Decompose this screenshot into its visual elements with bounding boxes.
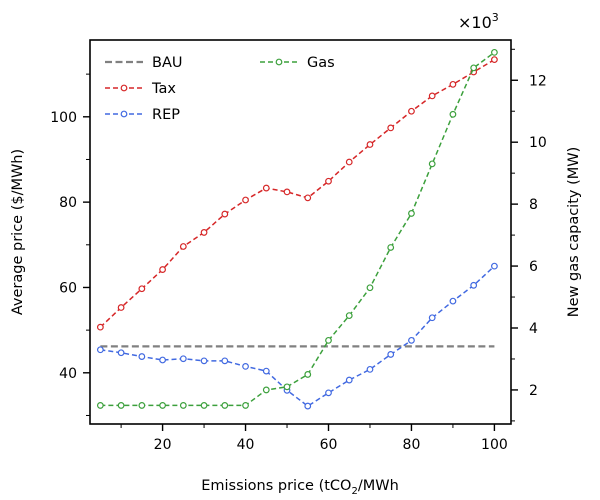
series-rep-point xyxy=(262,367,270,375)
series-tax-point xyxy=(387,124,395,132)
series-rep-line xyxy=(100,265,495,407)
series-gas-line xyxy=(100,51,495,407)
x-tick-label: 20 xyxy=(154,437,172,453)
legend-marker-rep xyxy=(120,110,128,118)
series-tax-point xyxy=(159,266,166,273)
series-gas-point xyxy=(470,64,478,72)
y-right-tick-label: 4 xyxy=(529,321,538,337)
series-rep-point xyxy=(200,357,208,365)
series-tax xyxy=(96,56,498,331)
y-left-tick-label: 100 xyxy=(50,110,77,126)
legend-marker-gas xyxy=(275,58,283,66)
series-rep xyxy=(96,262,498,410)
series-gas-point xyxy=(325,336,332,344)
legend: BAU Tax REP Gas xyxy=(105,55,335,123)
legend-item-gas: Gas xyxy=(260,55,335,71)
series-rep-point xyxy=(449,297,457,305)
series-tax-point xyxy=(96,323,104,331)
y-right-tick-label: 8 xyxy=(529,197,538,213)
legend-item-tax: Tax xyxy=(105,81,176,97)
series-tax-point xyxy=(242,196,249,204)
series-gas-point xyxy=(304,371,312,378)
series-gas-point xyxy=(345,312,353,320)
series-tax-point xyxy=(138,285,146,293)
series-gas-point xyxy=(96,402,104,409)
series-tax-point xyxy=(449,80,457,88)
y-right-tick-label: 10 xyxy=(529,135,547,151)
series-rep-point xyxy=(345,376,353,384)
series-rep-point xyxy=(242,363,249,370)
right-axis-multiplier: ×103 xyxy=(458,11,499,32)
series-tax-point xyxy=(304,194,312,202)
y-right-tick-label: 6 xyxy=(529,259,538,275)
series-rep-point xyxy=(96,346,104,354)
series-layer xyxy=(96,48,498,410)
series-gas-point xyxy=(387,244,395,251)
x-tick-label: 100 xyxy=(481,437,508,453)
series-rep-point xyxy=(221,357,229,365)
series-tax-point xyxy=(428,92,436,100)
legend-label-gas: Gas xyxy=(307,55,335,71)
series-rep-point xyxy=(428,314,436,322)
y-left-tick-label: 40 xyxy=(59,366,77,382)
series-tax-point xyxy=(408,107,415,115)
series-rep-point xyxy=(491,262,498,270)
series-gas-point xyxy=(242,402,249,409)
series-rep-point xyxy=(304,402,312,410)
series-gas-point xyxy=(408,210,415,217)
y-left-tick-label: 60 xyxy=(59,280,77,296)
legend-label-bau: BAU xyxy=(152,55,182,71)
series-rep-point xyxy=(470,281,478,289)
series-tax-point xyxy=(325,177,332,185)
axes-layer: 20 40 60 80 100 40 60 80 100 2 4 6 8 10 12 xyxy=(50,48,547,453)
series-gas-point xyxy=(449,110,457,118)
series-gas xyxy=(96,48,498,409)
series-rep-point xyxy=(138,353,146,360)
series-tax-point xyxy=(179,243,187,250)
series-gas-point xyxy=(283,383,291,391)
legend-label-tax: Tax xyxy=(151,81,176,97)
series-tax-point xyxy=(283,188,291,196)
series-rep-point xyxy=(179,355,187,363)
series-tax-point xyxy=(221,210,229,218)
series-tax-line xyxy=(99,58,495,328)
series-rep-point xyxy=(366,365,374,373)
x-axis-label: Emissions price (tCO2/MWh xyxy=(201,478,399,497)
series-rep-point xyxy=(159,356,166,364)
legend-marker-tax xyxy=(120,84,128,92)
series-gas-point xyxy=(428,160,436,168)
x-tick-label: 60 xyxy=(320,437,338,453)
y-axis-left-label: Average price ($/MWh) xyxy=(10,149,26,315)
series-rep-point xyxy=(408,336,415,344)
series-gas-point xyxy=(262,386,270,394)
y-left-tick-label: 80 xyxy=(59,195,77,211)
series-gas-point xyxy=(200,402,208,409)
series-gas-point xyxy=(179,402,187,409)
y-axis-right-label: New gas capacity (MW) xyxy=(566,147,582,317)
legend-item-bau: BAU xyxy=(105,55,182,71)
series-gas-point xyxy=(138,402,146,409)
series-tax-point xyxy=(117,304,125,311)
series-gas-point xyxy=(221,402,229,409)
legend-item-rep: REP xyxy=(105,107,180,123)
x-tick-label: 80 xyxy=(403,437,421,453)
series-tax-point xyxy=(491,56,498,64)
series-tax-point xyxy=(366,141,374,148)
series-rep-point xyxy=(387,351,395,358)
plot-frame xyxy=(89,39,512,425)
series-rep-point xyxy=(325,389,332,397)
y-right-tick-label: 12 xyxy=(529,73,547,89)
series-tax-point xyxy=(262,184,270,192)
series-tax-point xyxy=(200,229,208,236)
y-right-tick-label: 2 xyxy=(529,383,538,399)
series-gas-point xyxy=(366,284,374,292)
series-rep-point xyxy=(117,349,125,357)
series-tax-point xyxy=(345,158,353,166)
legend-label-rep: REP xyxy=(152,107,180,123)
series-gas-point xyxy=(159,402,166,409)
series-gas-point xyxy=(491,48,498,56)
series-gas-point xyxy=(117,402,125,409)
x-tick-label: 40 xyxy=(237,437,255,453)
